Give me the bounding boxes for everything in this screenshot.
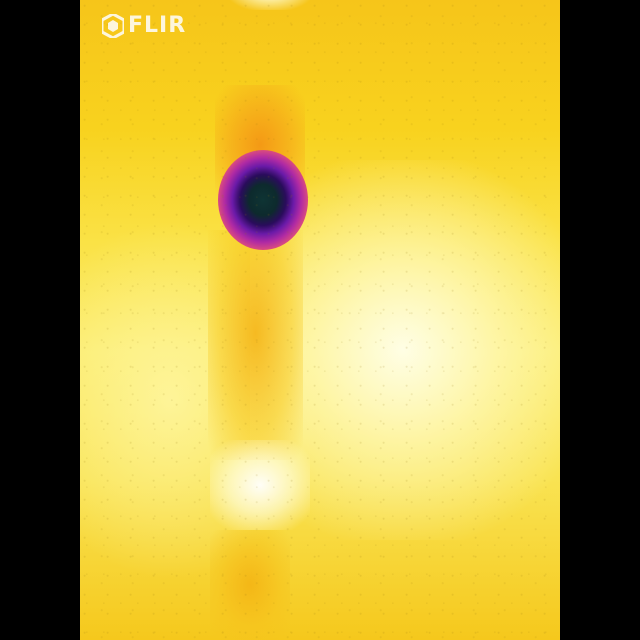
surface-texture [80, 0, 560, 640]
flir-mark-icon [102, 14, 124, 38]
flir-logo: FLIR [102, 14, 186, 38]
thermal-image: FLIR [80, 0, 560, 640]
logo-text: FLIR [128, 15, 186, 37]
